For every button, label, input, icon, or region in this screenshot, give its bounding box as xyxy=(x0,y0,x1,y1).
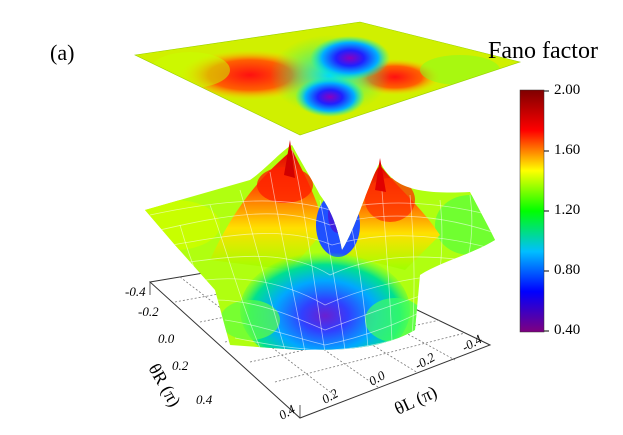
x-tick-label: 0.2 xyxy=(319,385,341,406)
x-axis-label: θL (π) xyxy=(391,382,440,420)
x-tick-label: 0.4 xyxy=(276,401,298,422)
y-tick-label: 0.2 xyxy=(172,358,189,373)
colorbar-ticks xyxy=(544,90,549,332)
panel-label: (a) xyxy=(50,40,75,65)
y-tick-label: 0.0 xyxy=(158,331,175,346)
top-projection-map xyxy=(133,21,522,136)
y-tick-label: -0.2 xyxy=(138,304,159,319)
theta-r-ticks: -0.4 -0.2 0.0 0.2 0.4 xyxy=(125,284,213,407)
peak-spike-left xyxy=(284,140,295,178)
x-tick-label: -0.2 xyxy=(412,349,438,373)
colorbar xyxy=(519,89,545,333)
x-tick-label: -0.4 xyxy=(459,331,485,355)
colorbar-tick-label: 2.00 xyxy=(554,82,581,98)
surface-plot xyxy=(145,140,495,350)
colorbar-tick-label: 0.80 xyxy=(554,262,581,278)
peak-spike-right xyxy=(375,158,386,192)
colorbar-tick-label: 0.40 xyxy=(554,322,581,338)
x-tick-label: 0.0 xyxy=(366,367,388,388)
colorbar-tick-label: 1.20 xyxy=(554,202,581,218)
colorbar-tick-label: 1.60 xyxy=(554,142,581,158)
colorbar-title: Fano factor xyxy=(488,38,598,64)
y-tick-label: -0.4 xyxy=(125,284,146,299)
y-tick-label: 0.4 xyxy=(196,392,213,407)
